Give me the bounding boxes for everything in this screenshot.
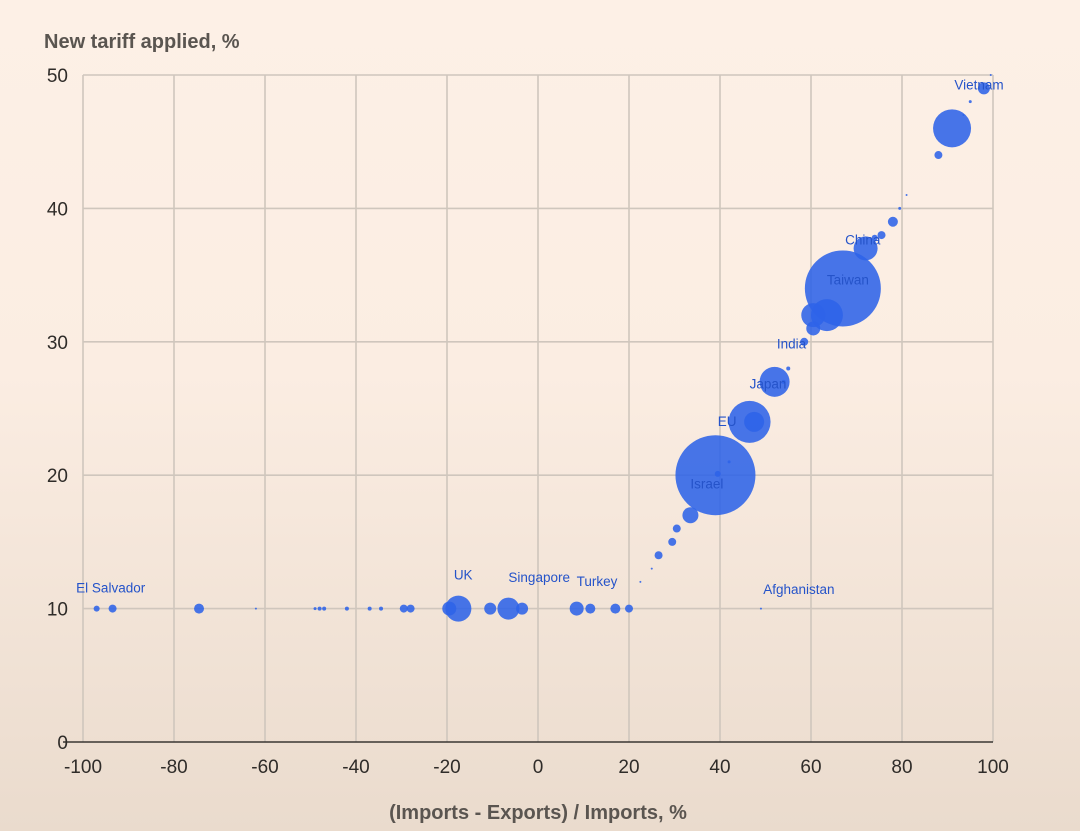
country-label-layer: Vietnam China Taiwan India Japan EU Israel El S… [76, 78, 1003, 597]
country-label: China [845, 232, 881, 247]
country-label: Taiwan [827, 272, 869, 287]
country-label: Japan [750, 376, 787, 391]
x-tick-label: 100 [977, 757, 1009, 778]
data-bubble [484, 602, 497, 615]
data-bubble [625, 604, 633, 613]
data-bubble [905, 194, 908, 197]
country-label: Vietnam [954, 78, 1003, 93]
data-bubble [322, 606, 327, 611]
data-bubble [344, 606, 349, 611]
data-bubble [781, 379, 786, 384]
data-bubble [399, 604, 408, 613]
data-bubble [977, 82, 990, 95]
data-bubble [317, 606, 322, 611]
x-axis-title: (Imports - Exports) / Imports, % [389, 802, 687, 824]
data-bubble [989, 74, 992, 76]
data-bubble [654, 551, 663, 560]
country-label: El Salvador [76, 581, 146, 596]
data-bubble [379, 606, 384, 611]
data-bubble [639, 580, 642, 583]
data-bubble [962, 114, 965, 117]
country-label: Israel [690, 477, 723, 492]
data-bubble [93, 605, 100, 612]
data-bubble [610, 603, 621, 614]
data-bubble [367, 606, 372, 611]
x-tick-label: 80 [891, 757, 912, 778]
data-bubble [786, 366, 791, 371]
country-label: India [777, 336, 807, 351]
y-tick-label: 10 [47, 600, 68, 621]
data-bubble [887, 216, 898, 227]
data-bubble [569, 601, 584, 616]
x-tick-label: -20 [433, 757, 460, 778]
data-bubble [727, 460, 731, 464]
x-tick-label: -80 [160, 757, 187, 778]
y-tick-label: 40 [47, 199, 68, 220]
data-bubble [759, 607, 762, 610]
x-tick-label: 40 [709, 757, 730, 778]
data-bubble [759, 366, 790, 397]
data-bubble [313, 607, 317, 611]
country-label: Afghanistan [763, 582, 834, 597]
data-bubble [877, 231, 886, 240]
country-label: UK [454, 567, 473, 582]
country-label: Turkey [577, 574, 618, 589]
data-bubble [406, 604, 415, 613]
y-tick-label: 0 [57, 733, 68, 754]
data-bubble [585, 603, 596, 614]
data-bubble [800, 337, 809, 346]
data-bubble [442, 601, 457, 616]
x-tick-label: -100 [64, 757, 102, 778]
x-tick-label: 20 [618, 757, 639, 778]
data-bubble [968, 100, 972, 104]
y-tick-label: 50 [47, 66, 68, 87]
country-label: EU [718, 414, 737, 429]
data-bubble [898, 206, 902, 210]
data-bubble [497, 597, 520, 620]
data-bubble [516, 602, 529, 615]
country-label: Singapore [508, 570, 570, 585]
data-bubble [445, 595, 472, 622]
x-tick-label: -60 [251, 757, 278, 778]
data-bubble [933, 109, 972, 148]
y-tick-label: 30 [47, 333, 68, 354]
x-tick-label: 60 [800, 757, 821, 778]
y-tick-label: 20 [47, 466, 68, 487]
data-bubble [744, 411, 765, 432]
x-tick-label: 0 [533, 757, 544, 778]
data-bubble [934, 151, 943, 160]
x-tick-label: -40 [342, 757, 369, 778]
data-bubble [650, 567, 653, 570]
data-bubble [668, 537, 677, 546]
data-bubble [853, 236, 878, 261]
data-bubble [672, 524, 681, 533]
data-bubble [682, 507, 699, 524]
data-bubble [108, 604, 117, 613]
data-bubble [801, 303, 826, 328]
data-bubble [871, 234, 878, 241]
y-axis-title: New tariff applied, % [44, 31, 240, 53]
data-bubble [714, 470, 721, 477]
tick-label-layer: -100 -80 -60 -40 -20 0 20 40 60 80 100 0 10 20 30 40 50 [47, 66, 1009, 778]
data-bubble [254, 607, 257, 610]
data-bubble [194, 603, 205, 614]
grid-layer [63, 74, 994, 743]
bubble-layer [93, 74, 992, 622]
data-bubble [806, 321, 821, 336]
